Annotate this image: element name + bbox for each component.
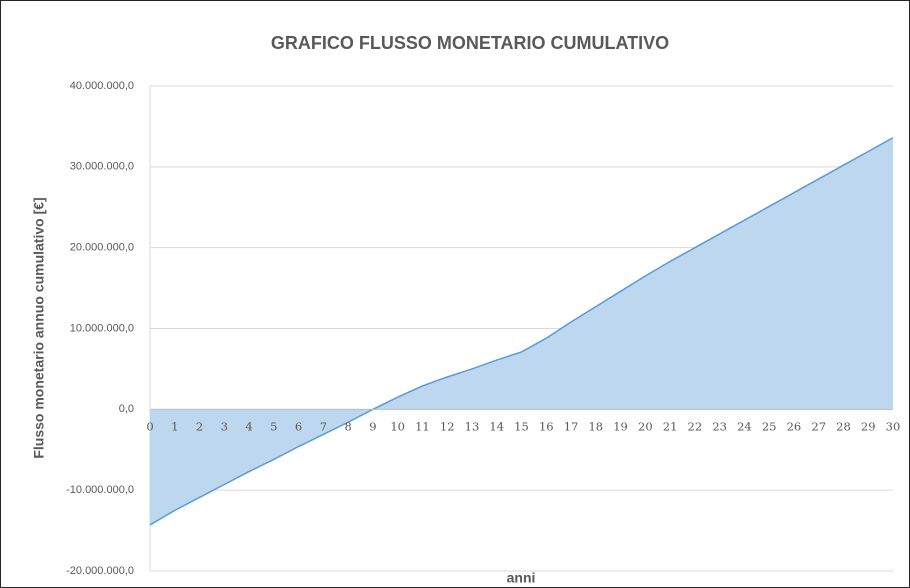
x-tick-label: 29	[861, 419, 876, 433]
x-tick-label: 7	[320, 419, 327, 433]
x-tick-label: 9	[369, 419, 376, 433]
x-tick-label: 30	[886, 419, 901, 433]
x-tick-label: 21	[663, 419, 678, 433]
x-tick-label: 5	[270, 419, 277, 433]
x-tick-label: 8	[344, 419, 351, 433]
x-tick-label: 16	[539, 419, 554, 433]
y-tick-label: -20.000.000,0	[66, 565, 134, 577]
x-tick-label: 14	[489, 419, 504, 433]
x-tick-label: 12	[440, 419, 455, 433]
x-tick-label: 3	[221, 419, 228, 433]
x-tick-label: 22	[688, 419, 703, 433]
x-tick-label: 11	[415, 419, 430, 433]
chart-title: GRAFICO FLUSSO MONETARIO CUMULATIVO	[271, 33, 669, 53]
x-tick-label: 28	[836, 419, 851, 433]
y-tick-label: 40.000.000,0	[70, 80, 134, 92]
x-tick-label: 25	[762, 419, 777, 433]
x-tick-label: 0	[146, 419, 153, 433]
x-tick-label: 10	[390, 419, 405, 433]
y-tick-label: 30.000.000,0	[70, 161, 134, 173]
x-tick-label: 20	[638, 419, 653, 433]
x-tick-label: 17	[564, 419, 579, 433]
x-tick-label: 1	[171, 419, 178, 433]
x-axis-label: anni	[507, 570, 536, 586]
x-tick-label: 27	[811, 419, 826, 433]
y-tick-label: 20.000.000,0	[70, 242, 134, 254]
x-tick-label: 24	[737, 419, 752, 433]
y-axis-label: Flusso monetario annuo cumulativo [€]	[31, 197, 47, 458]
x-tick-label: 2	[196, 419, 203, 433]
x-tick-label: 15	[514, 419, 529, 433]
x-tick-label: 18	[588, 419, 603, 433]
y-tick-label: 0,0	[119, 403, 134, 415]
area-line	[149, 137, 894, 526]
y-tick-label: 10.000.000,0	[70, 322, 134, 334]
y-tick-label: -10.000.000,0	[66, 484, 134, 496]
x-tick-label: 19	[613, 419, 628, 433]
x-tick-label: 6	[295, 419, 302, 433]
x-tick-label: 13	[465, 419, 480, 433]
x-tick-label: 23	[712, 419, 727, 433]
x-tick-label: 4	[245, 419, 252, 433]
x-tick-label: 26	[787, 419, 802, 433]
